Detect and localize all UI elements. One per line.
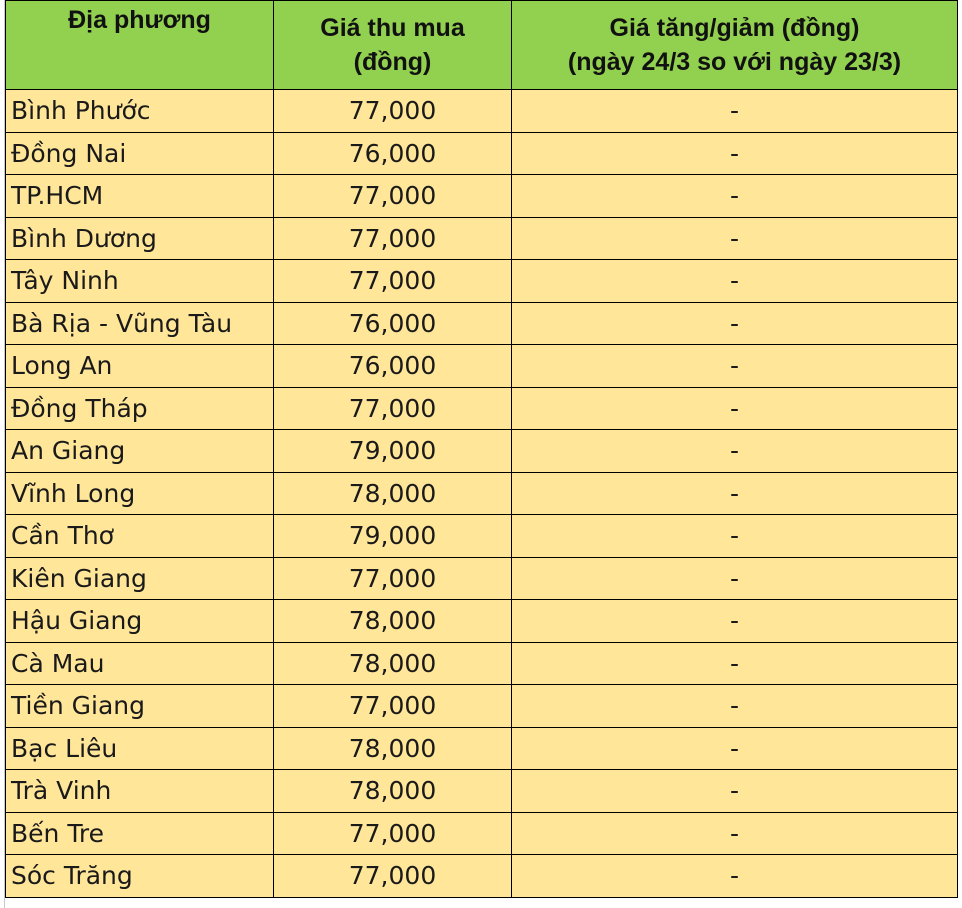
cell-price: 76,000 — [273, 344, 512, 388]
table-row: Đồng Tháp 77,000- — [5, 386, 958, 430]
table-row: Kiên Giang 77,000- — [5, 556, 958, 600]
cell-location: TP.HCM — [5, 174, 274, 218]
cell-change: - — [511, 811, 958, 855]
cell-change: - — [511, 471, 958, 515]
cell-price: 76,000 — [273, 131, 512, 175]
table-row: Cần Thơ 79,000- — [5, 514, 958, 558]
table-row: Long An 76,000- — [5, 344, 958, 388]
cell-change: - — [511, 769, 958, 813]
cell-price: 77,000 — [273, 216, 512, 260]
cell-change: - — [511, 641, 958, 685]
table-row: TP.HCM 77,000- — [5, 174, 958, 218]
cell-location: Đồng Nai — [5, 131, 274, 175]
cell-location: Trà Vinh — [5, 769, 274, 813]
cell-price: 78,000 — [273, 726, 512, 770]
table-row: Vĩnh Long 78,000- — [5, 471, 958, 515]
cell-price: 77,000 — [273, 811, 512, 855]
table-row: Tây Ninh 77,000- — [5, 259, 958, 303]
cell-change: - — [511, 131, 958, 175]
cell-location: Bạc Liêu — [5, 726, 274, 770]
table-row: An Giang 79,000- — [5, 429, 958, 473]
cell-price: 77,000 — [273, 259, 512, 303]
table-row: Cà Mau 78,000- — [5, 641, 958, 685]
header-location-text: Địa phương — [68, 6, 211, 34]
cell-change: - — [511, 556, 958, 600]
cell-price: 77,000 — [273, 89, 512, 133]
table-row: Đồng Nai 76,000- — [5, 131, 958, 175]
cell-change: - — [511, 514, 958, 558]
cell-price: 77,000 — [273, 684, 512, 728]
cell-change: - — [511, 89, 958, 133]
cell-price: 78,000 — [273, 471, 512, 515]
cell-location: Cần Thơ — [5, 514, 274, 558]
cell-price: 77,000 — [273, 854, 512, 898]
cell-change: - — [511, 301, 958, 345]
header-row: Địa phương Giá thu mua (đồng) Giá tăng/gi… — [5, 0, 958, 90]
header-location: Địa phương — [5, 0, 274, 90]
cell-location: Vĩnh Long — [5, 471, 274, 515]
cell-change: - — [511, 216, 958, 260]
cell-change: - — [511, 854, 958, 898]
cell-location: Kiên Giang — [5, 556, 274, 600]
price-table: Địa phương Giá thu mua (đồng) Giá tăng/gi… — [5, 0, 958, 898]
cell-price: 76,000 — [273, 301, 512, 345]
table-row: Bình Phước 77,000- — [5, 89, 958, 133]
cell-price: 79,000 — [273, 429, 512, 473]
cell-location: Bà Rịa - Vũng Tàu — [5, 301, 274, 345]
cell-location: Tiền Giang — [5, 684, 274, 728]
cell-price: 78,000 — [273, 769, 512, 813]
cell-change: - — [511, 429, 958, 473]
cell-change: - — [511, 726, 958, 770]
table-row: Bến Tre 77,000- — [5, 811, 958, 855]
table-row: Hậu Giang 78,000- — [5, 599, 958, 643]
cell-location: Đồng Tháp — [5, 386, 274, 430]
table-row: Bà Rịa - Vũng Tàu 76,000- — [5, 301, 958, 345]
cell-location: Bình Phước — [5, 89, 274, 133]
cell-location: Hậu Giang — [5, 599, 274, 643]
table-row: Trà Vinh 78,000- — [5, 769, 958, 813]
cell-change: - — [511, 684, 958, 728]
table-row: Bình Dương 77,000- — [5, 216, 958, 260]
header-price-line1: Giá thu mua — [320, 14, 465, 42]
cell-location: Cà Mau — [5, 641, 274, 685]
cell-price: 78,000 — [273, 599, 512, 643]
sheet-gridline — [0, 0, 5, 908]
cell-change: - — [511, 386, 958, 430]
header-change-line2: (ngày 24/3 so với ngày 23/3) — [567, 48, 902, 76]
cell-price: 77,000 — [273, 174, 512, 218]
table-row: Bạc Liêu 78,000- — [5, 726, 958, 770]
cell-change: - — [511, 599, 958, 643]
table-row: Tiền Giang 77,000- — [5, 684, 958, 728]
header-change-line1: Giá tăng/giảm (đồng) — [609, 14, 860, 42]
header-price-line2: (đồng) — [353, 48, 432, 76]
cell-location: Bình Dương — [5, 216, 274, 260]
header-price: Giá thu mua (đồng) — [273, 0, 512, 90]
cell-change: - — [511, 259, 958, 303]
cell-location: Tây Ninh — [5, 259, 274, 303]
table-row: Sóc Trăng 77,000- — [5, 854, 958, 898]
cell-price: 77,000 — [273, 556, 512, 600]
cell-location: Long An — [5, 344, 274, 388]
cell-location: An Giang — [5, 429, 274, 473]
cell-change: - — [511, 344, 958, 388]
header-change: Giá tăng/giảm (đồng) (ngày 24/3 so với ng… — [511, 0, 958, 90]
cell-price: 79,000 — [273, 514, 512, 558]
cell-price: 78,000 — [273, 641, 512, 685]
cell-change: - — [511, 174, 958, 218]
cell-location: Bến Tre — [5, 811, 274, 855]
cell-location: Sóc Trăng — [5, 854, 274, 898]
cell-price: 77,000 — [273, 386, 512, 430]
